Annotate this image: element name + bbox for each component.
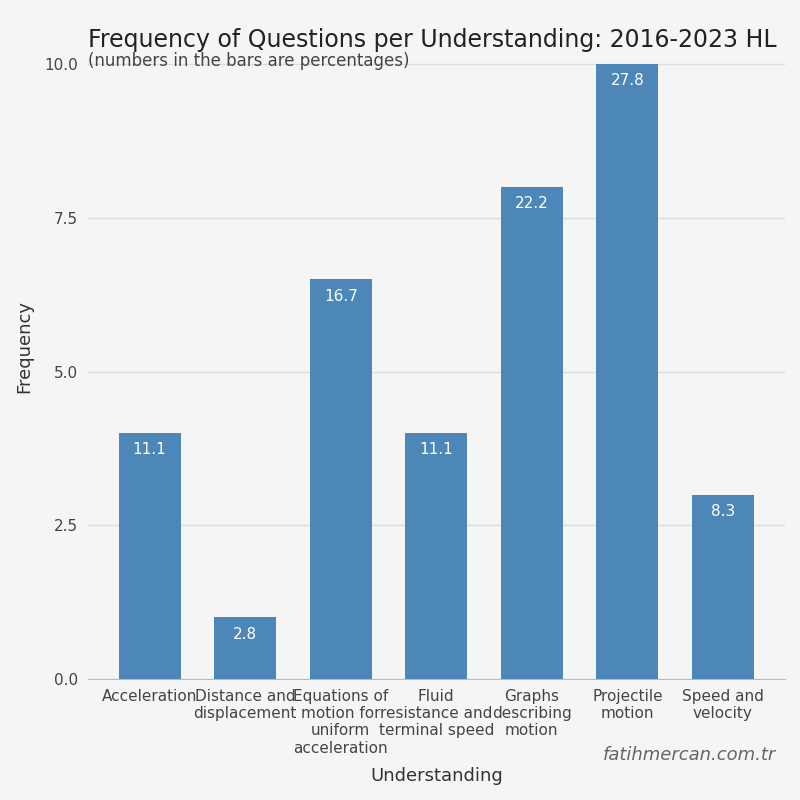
Y-axis label: Frequency: Frequency: [15, 301, 33, 394]
Bar: [310, 279, 372, 679]
Text: 2.8: 2.8: [233, 626, 258, 642]
Text: 8.3: 8.3: [710, 504, 735, 518]
Text: (numbers in the bars are percentages): (numbers in the bars are percentages): [87, 52, 409, 70]
Text: 27.8: 27.8: [610, 74, 644, 89]
Text: 11.1: 11.1: [419, 442, 453, 458]
Bar: [596, 64, 658, 679]
Text: fatihmercan.com.tr: fatihmercan.com.tr: [602, 746, 776, 764]
Bar: [406, 433, 467, 679]
Bar: [692, 494, 754, 679]
Bar: [214, 618, 276, 679]
Bar: [118, 433, 181, 679]
Text: 16.7: 16.7: [324, 289, 358, 303]
Bar: [501, 187, 563, 679]
X-axis label: Understanding: Understanding: [370, 767, 502, 785]
Text: 22.2: 22.2: [515, 196, 549, 211]
Text: Frequency of Questions per Understanding: 2016-2023 HL: Frequency of Questions per Understanding…: [87, 28, 776, 52]
Text: 11.1: 11.1: [133, 442, 166, 458]
